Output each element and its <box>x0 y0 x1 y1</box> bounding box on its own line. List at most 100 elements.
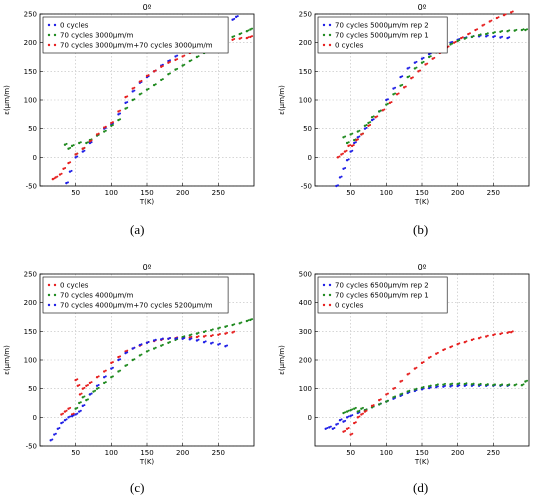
data-point <box>413 367 417 370</box>
data-point <box>344 411 347 414</box>
data-point <box>501 383 504 386</box>
data-point <box>131 358 134 362</box>
data-point <box>397 92 400 95</box>
data-point <box>458 342 461 345</box>
data-point <box>420 361 424 365</box>
data-point <box>343 150 347 153</box>
y-tick-label: 0 <box>33 154 37 162</box>
data-point <box>147 87 150 90</box>
legend-marker <box>53 23 57 27</box>
data-point <box>345 427 349 430</box>
data-point <box>138 80 142 83</box>
x-axis-label: T(K) <box>139 198 155 206</box>
data-point <box>245 30 249 33</box>
data-point <box>60 421 63 425</box>
data-point <box>427 386 431 390</box>
y-axis-label: ε(μm/m) <box>3 85 11 115</box>
data-point <box>68 170 72 173</box>
data-point <box>408 389 411 392</box>
y-tick-label: -50 <box>301 183 312 191</box>
data-point <box>197 331 200 334</box>
data-point <box>344 429 347 432</box>
data-point <box>485 35 488 38</box>
data-point <box>131 90 134 93</box>
data-point <box>133 346 136 349</box>
data-point <box>145 350 149 353</box>
legend-entry: 70 cycles 3000μm/m+70 cycles 3000μm/m <box>60 42 213 50</box>
data-point <box>379 402 382 405</box>
data-point <box>195 335 199 339</box>
data-point <box>401 379 404 382</box>
data-point <box>358 409 361 412</box>
data-point <box>140 343 143 346</box>
data-point <box>111 361 114 364</box>
data-point <box>444 348 446 351</box>
data-point <box>436 351 439 354</box>
caption-a: (a) <box>130 222 145 237</box>
data-point <box>429 355 432 358</box>
x-tick-label: 150 <box>415 189 428 197</box>
data-point <box>470 35 474 39</box>
data-point <box>138 354 142 357</box>
y-tick-label: 100 <box>24 357 37 365</box>
data-point <box>211 334 214 337</box>
data-point <box>485 335 488 338</box>
data-point <box>353 407 356 410</box>
data-point <box>240 321 243 324</box>
data-point <box>461 36 464 39</box>
data-point <box>224 345 227 348</box>
data-point <box>131 98 134 102</box>
plot-frame <box>314 273 530 447</box>
data-point <box>94 389 97 392</box>
data-point <box>81 404 85 408</box>
data-point <box>111 124 114 126</box>
data-point <box>247 29 250 32</box>
data-point <box>419 69 422 72</box>
data-point <box>190 335 193 338</box>
legend-box <box>317 276 448 314</box>
data-point <box>520 384 524 387</box>
data-point <box>444 382 446 385</box>
data-point <box>520 28 524 32</box>
data-point <box>472 382 475 385</box>
data-point <box>110 124 113 128</box>
y-tick-label: 150 <box>299 68 312 76</box>
data-point <box>88 141 92 145</box>
data-point <box>351 414 354 417</box>
data-point <box>210 328 213 332</box>
data-point <box>72 144 75 147</box>
data-point <box>247 319 250 322</box>
data-point <box>81 387 85 390</box>
data-point <box>79 409 82 412</box>
data-point <box>352 144 355 147</box>
data-point <box>451 42 454 45</box>
data-point <box>513 29 516 32</box>
data-point <box>72 412 75 415</box>
y-tick-label: 300 <box>299 328 312 336</box>
data-point <box>183 54 186 57</box>
data-point <box>493 383 496 386</box>
data-point <box>154 69 157 72</box>
data-point <box>231 18 234 21</box>
data-point <box>392 87 395 90</box>
data-point <box>504 13 507 16</box>
x-tick-label: 150 <box>140 449 153 457</box>
y-tick-label: 0 <box>308 414 312 422</box>
data-point <box>444 384 446 387</box>
data-point <box>161 343 164 346</box>
data-point <box>456 382 459 386</box>
series-red <box>342 330 514 436</box>
data-point <box>408 66 411 69</box>
data-point <box>76 406 79 409</box>
data-point <box>342 136 345 139</box>
data-point <box>126 106 129 109</box>
data-point <box>119 118 122 121</box>
data-point <box>502 13 506 17</box>
legend-marker <box>322 23 326 27</box>
y-axis-label: ε(μm/m) <box>278 85 286 115</box>
data-point <box>476 28 479 31</box>
data-point <box>361 412 364 415</box>
data-point <box>483 23 486 26</box>
data-point <box>399 75 402 79</box>
data-point <box>133 86 136 89</box>
